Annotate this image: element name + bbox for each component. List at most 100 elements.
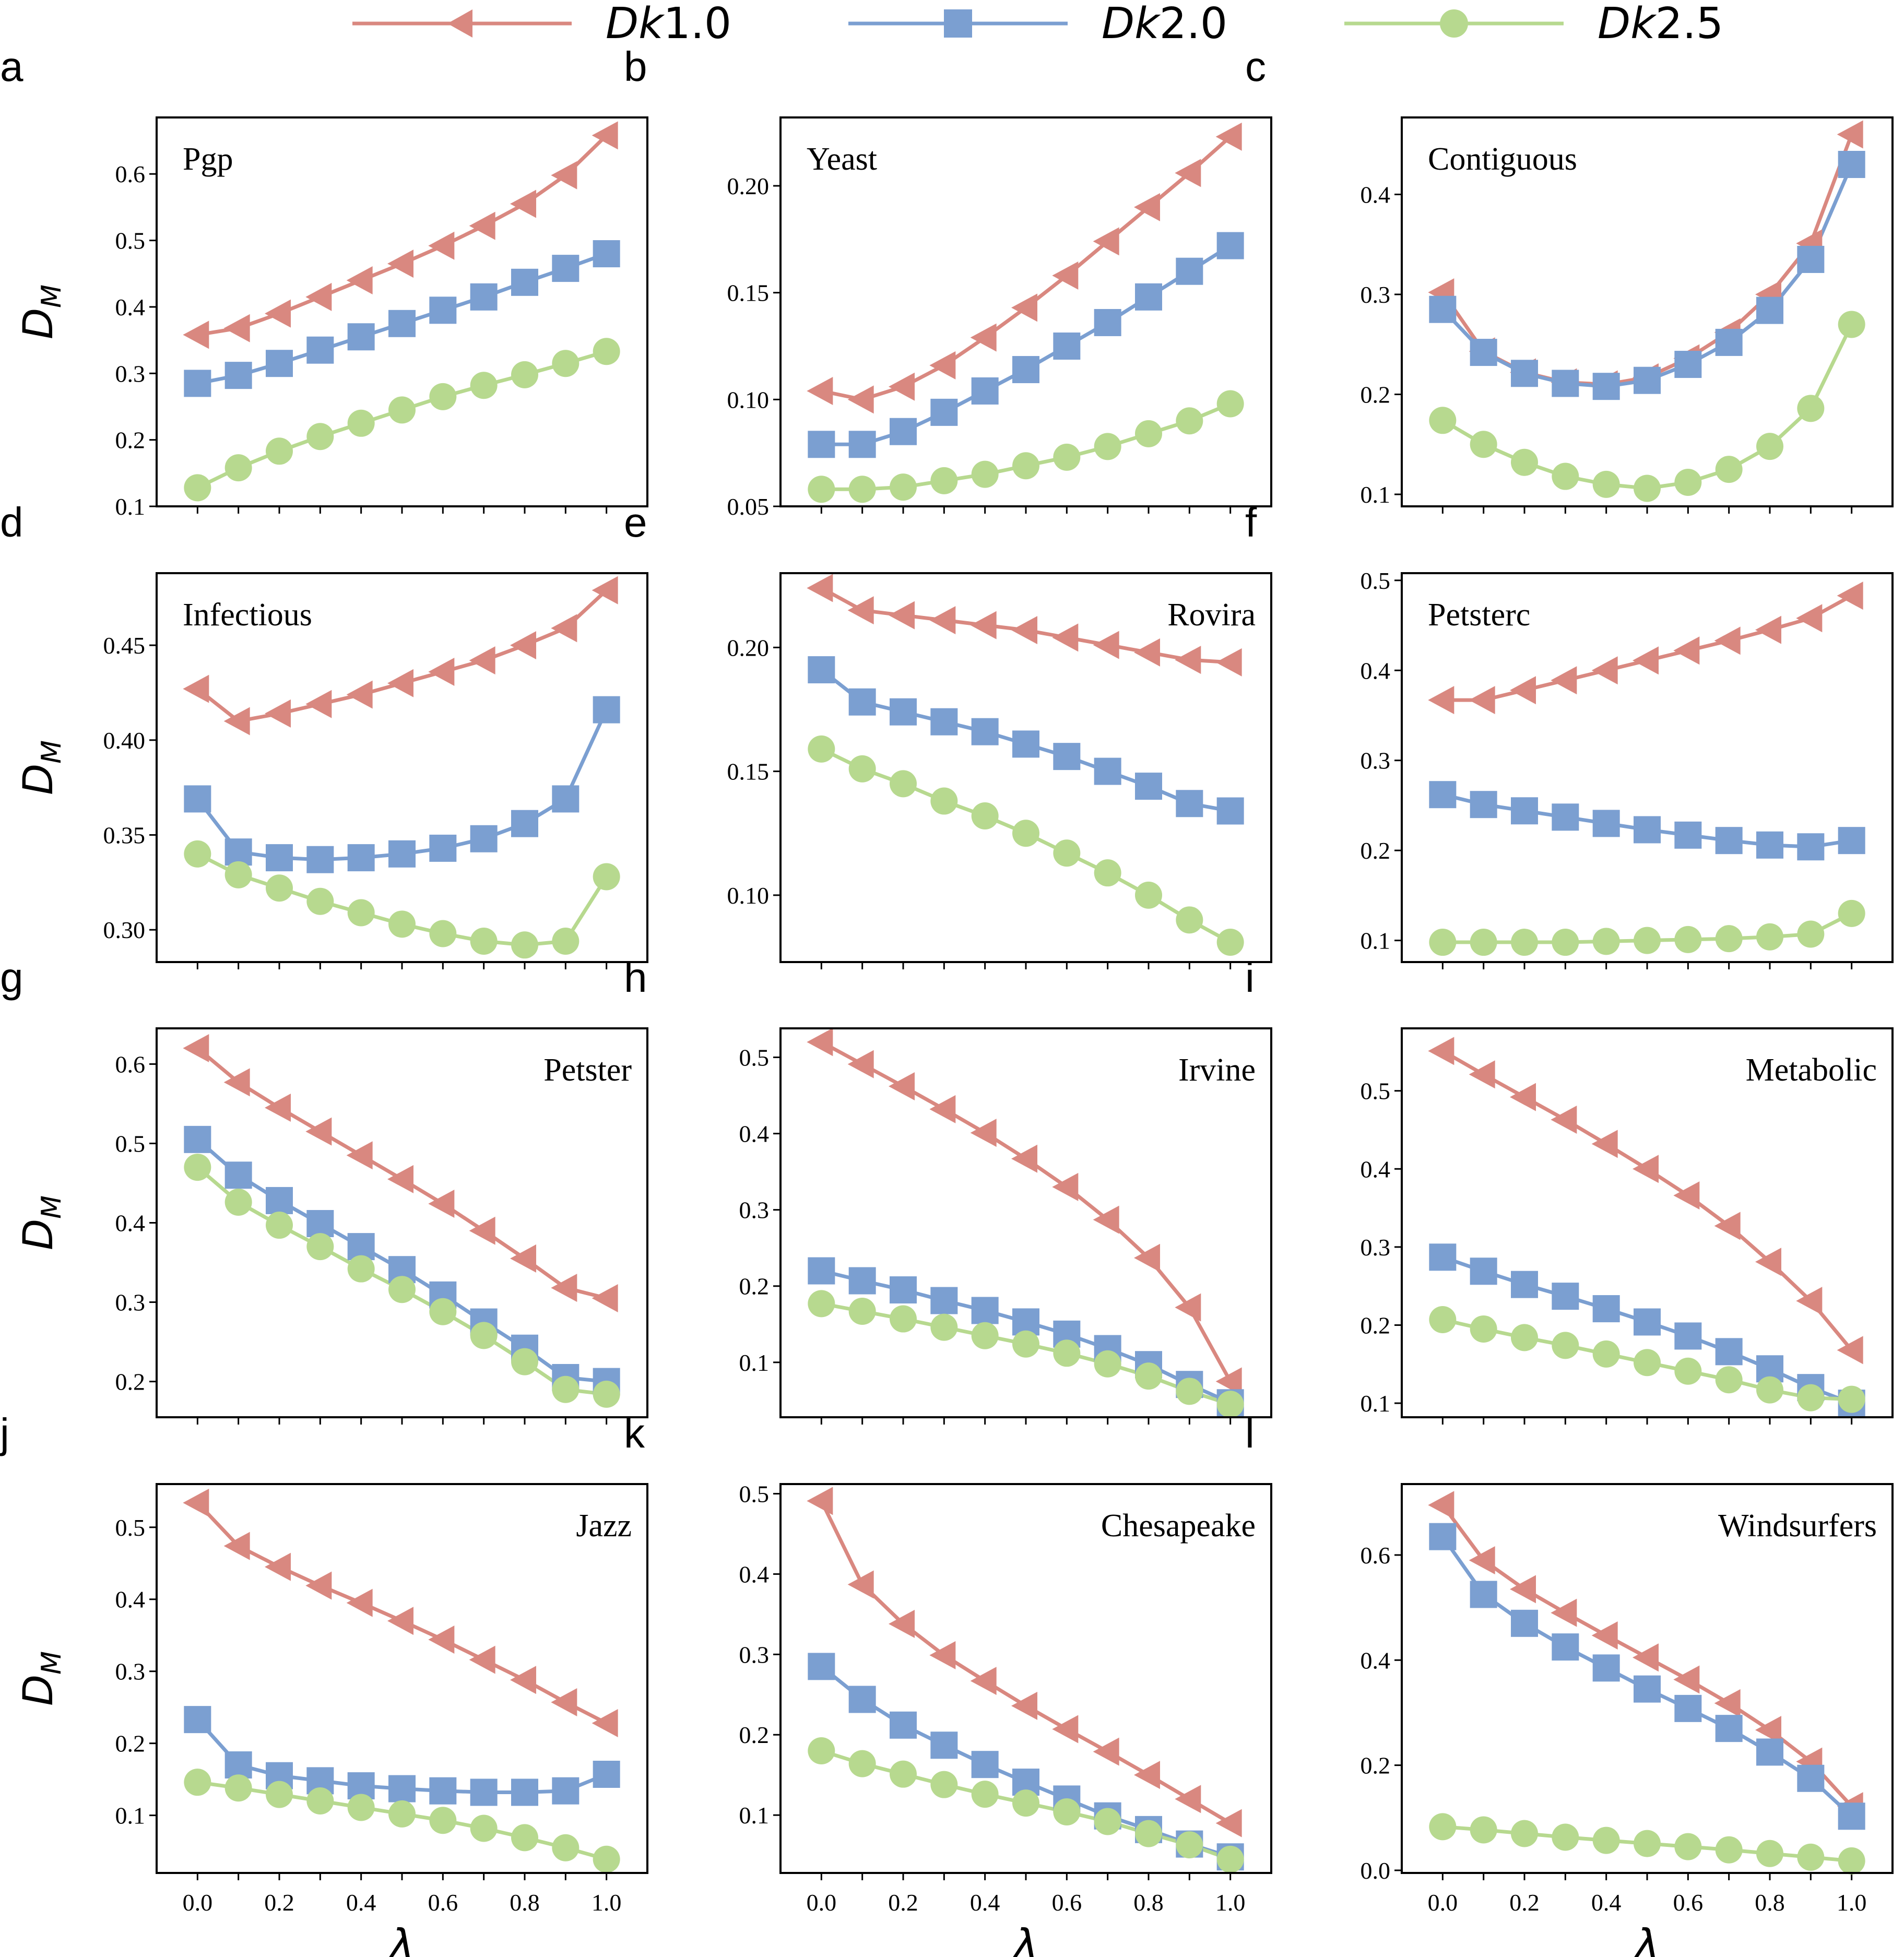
data-point-dk1-0-g (551, 1274, 577, 1302)
data-point-dk2-0-a (388, 310, 416, 337)
y-tick-label-f: 0.3 (1361, 748, 1391, 774)
data-point-dk2-0-f (1838, 827, 1865, 855)
y-tick-label-f: 0.1 (1361, 928, 1391, 954)
data-point-dk2-5-g (224, 1188, 252, 1216)
data-point-dk1-0-e (1134, 638, 1160, 667)
data-point-dk2-5-a (593, 338, 620, 365)
data-point-dk1-0-e (889, 601, 915, 630)
data-point-dk1-0-j (305, 1571, 332, 1600)
data-point-dk2-0-b (890, 418, 917, 445)
y-axis-label-sub: M (36, 1651, 67, 1675)
y-tick-label-d: 0.30 (103, 917, 146, 943)
data-point-dk1-0-i (1469, 1060, 1495, 1089)
data-point-dk2-0-f (1470, 791, 1497, 819)
data-point-dk1-0-b (929, 351, 956, 379)
data-point-dk2-0-a (429, 296, 457, 324)
x-tick-label-k: 0.6 (1052, 1889, 1082, 1916)
x-tick-label-l: 1.0 (1837, 1889, 1867, 1916)
y-tick-label-b: 0.15 (727, 280, 770, 306)
legend-marker-dk2-0 (944, 9, 972, 38)
legend-entry-dk2-5: Dk2.5 (1344, 0, 1723, 49)
data-point-dk2-5-l (1511, 1820, 1538, 1847)
y-axis-label-main: D (15, 1675, 62, 1706)
data-point-dk1-0-a (223, 314, 250, 342)
y-tick-label-j: 0.4 (115, 1586, 146, 1613)
panel-d: d 0.30 0.35 0.40 0.45 DM Infectious (0, 499, 648, 969)
panel-letter-i: i (1245, 954, 1255, 1001)
data-point-dk1-0-j (387, 1607, 413, 1635)
data-point-dk2-5-k (848, 1750, 876, 1777)
y-tick-label-a: 0.6 (115, 161, 146, 187)
axes-frame-b (779, 116, 1272, 507)
y-tick-label-b: 0.20 (727, 173, 770, 199)
data-point-dk2-5-h (1216, 1391, 1244, 1418)
data-point-dk1-0-a (428, 231, 455, 260)
y-tick-label-b: 0.05 (727, 493, 770, 520)
data-point-dk2-0-c (1756, 296, 1783, 324)
data-point-dk2-5-d (511, 931, 538, 959)
panel-title-f: Petsterc (1428, 597, 1530, 633)
data-point-dk1-0-i (1510, 1083, 1536, 1111)
data-point-dk2-5-d (593, 863, 620, 891)
series-line-dk2-0-d (196, 709, 608, 862)
data-point-dk2-5-a (224, 454, 252, 482)
y-tick-label-j: 0.1 (115, 1802, 146, 1829)
panel-letter-h: h (624, 954, 647, 1001)
data-point-dk2-5-l (1838, 1847, 1865, 1875)
y-axis-label-main: D (15, 764, 62, 795)
axes-frame-e (779, 572, 1272, 963)
data-point-dk2-5-b (1012, 452, 1039, 480)
y-tick-label-f: 0.5 (1361, 567, 1391, 594)
data-point-dk2-0-d (347, 844, 375, 872)
y-tick-label-d: 0.40 (103, 727, 146, 754)
data-point-dk1-0-e (1093, 631, 1119, 659)
data-point-dk2-5-k (1053, 1798, 1081, 1826)
data-point-dk2-5-f (1429, 929, 1457, 956)
data-point-dk1-0-h (889, 1072, 915, 1101)
data-point-dk2-0-a (266, 350, 293, 377)
data-point-dk2-0-h (930, 1287, 958, 1314)
panel-j: j 0.1 0.2 0.3 0.4 0.5 0.0 0.2 0.4 0.6 0.8 1.0 λ DM Jaz… (0, 1410, 648, 1957)
data-point-dk1-0-g (305, 1117, 332, 1146)
y-tick-label-g: 0.4 (115, 1210, 146, 1237)
data-point-dk1-0-l (1510, 1575, 1536, 1604)
data-point-dk2-0-b (1216, 232, 1244, 259)
y-tick-label-a: 0.1 (115, 493, 146, 520)
data-point-dk2-5-d (429, 920, 457, 947)
data-point-dk2-0-i (1511, 1271, 1538, 1298)
data-point-dk2-5-k (1216, 1845, 1244, 1873)
data-point-dk1-0-d (346, 680, 373, 709)
data-point-dk1-0-a (265, 299, 291, 328)
data-point-dk1-0-l (1714, 1689, 1741, 1717)
panel-k: k 0.1 0.2 0.3 0.4 0.5 0.0 0.2 0.4 0.6 0.8 1.0 λ Chesa… (624, 1410, 1272, 1957)
data-point-dk2-0-l (1756, 1738, 1783, 1766)
data-point-dk1-0-i (1755, 1248, 1781, 1276)
data-point-dk1-0-k (970, 1667, 997, 1695)
panel-title-h: Irvine (1178, 1052, 1256, 1088)
data-point-dk1-0-h (1052, 1172, 1079, 1201)
data-point-dk1-0-k (889, 1609, 915, 1638)
y-tick-label-l: 0.4 (1361, 1647, 1391, 1674)
data-point-dk1-0-g (510, 1244, 536, 1273)
y-tick-label-g: 0.3 (115, 1289, 146, 1316)
panel-e: e 0.10 0.15 0.20 Rovira (624, 499, 1272, 969)
data-point-dk2-5-h (1176, 1378, 1203, 1405)
legend-entry-dk1-0: Dk1.0 (352, 0, 731, 49)
y-axis-label-g: DM (15, 1195, 67, 1250)
data-point-dk2-5-b (971, 460, 999, 488)
data-point-dk1-0-k (1175, 1785, 1201, 1813)
axes-frame-c (1401, 116, 1894, 507)
data-point-dk1-0-i (1428, 1037, 1454, 1065)
data-point-dk2-0-e (930, 708, 958, 736)
data-point-dk2-0-h (890, 1276, 917, 1304)
y-axis-label-main: D (15, 308, 62, 339)
data-point-dk2-5-g (470, 1322, 498, 1349)
data-point-dk2-5-l (1592, 1826, 1620, 1854)
data-point-dk2-0-k (930, 1731, 958, 1759)
legend-label-dk2-5: Dk2.5 (1598, 0, 1723, 49)
panel-letter-l: l (1245, 1410, 1255, 1456)
data-point-dk2-0-e (808, 656, 835, 684)
data-point-dk1-0-l (1428, 1491, 1454, 1520)
panel-title-l: Windsurfers (1718, 1508, 1877, 1544)
data-point-dk1-0-b (1134, 193, 1160, 221)
